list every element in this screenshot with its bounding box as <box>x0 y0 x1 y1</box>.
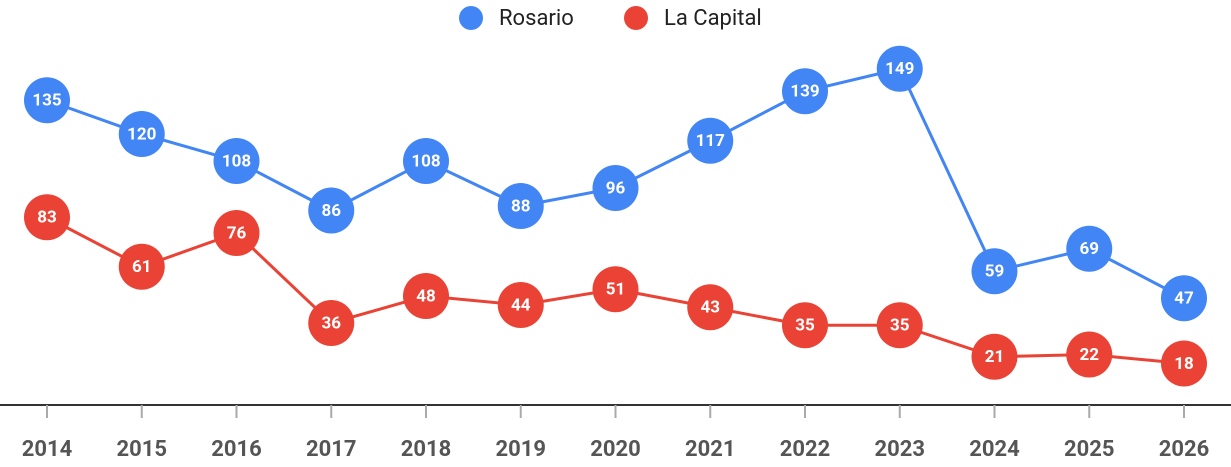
data-point <box>687 117 734 164</box>
legend-label: Rosario <box>499 6 574 31</box>
data-label: 120 <box>127 124 156 144</box>
x-tick-label: 2024 <box>969 437 1020 462</box>
x-tick-label: 2022 <box>780 437 831 462</box>
data-label: 135 <box>32 91 62 111</box>
data-point <box>592 165 639 211</box>
data-point <box>687 284 734 331</box>
data-label: 35 <box>890 316 910 336</box>
data-point <box>118 111 165 157</box>
data-label: 108 <box>411 151 440 171</box>
data-label: 51 <box>606 280 626 300</box>
data-label: 36 <box>321 313 341 333</box>
data-point <box>592 266 639 313</box>
data-label: 83 <box>37 208 57 228</box>
x-tick-label: 2023 <box>875 437 926 462</box>
x-tick-label: 2018 <box>401 437 452 462</box>
data-point <box>213 210 260 256</box>
data-point <box>782 68 828 115</box>
data-point <box>1161 340 1207 387</box>
data-label: 108 <box>222 151 251 171</box>
data-label: 18 <box>1174 354 1194 374</box>
data-point <box>1066 225 1113 272</box>
data-point <box>1161 275 1207 322</box>
data-label: 21 <box>985 347 1005 367</box>
data-label: 139 <box>790 82 819 102</box>
x-tick-label: 2021 <box>685 437 736 462</box>
data-point <box>118 243 165 290</box>
data-point <box>782 302 828 349</box>
data-label: 44 <box>511 295 531 315</box>
data-point <box>876 45 923 92</box>
data-point <box>497 183 544 229</box>
x-tick-label: 2015 <box>117 437 168 462</box>
data-point <box>876 302 923 349</box>
data-point <box>403 138 449 184</box>
data-label: 47 <box>1174 289 1194 309</box>
x-tick-label: 2020 <box>590 437 641 462</box>
data-point <box>403 273 449 319</box>
data-label: 117 <box>696 131 726 151</box>
data-label: 86 <box>321 201 341 221</box>
data-point <box>971 333 1018 380</box>
data-point <box>1066 331 1113 378</box>
x-tick-label: 2014 <box>22 437 73 462</box>
data-label: 59 <box>985 262 1005 282</box>
data-label: 35 <box>795 316 815 336</box>
legend-marker <box>624 6 648 30</box>
data-point <box>497 282 544 328</box>
data-label: 61 <box>132 257 152 277</box>
x-tick-label: 2026 <box>1159 437 1210 462</box>
data-label: 48 <box>416 286 436 306</box>
data-point <box>24 77 70 124</box>
data-point <box>24 194 70 241</box>
data-label: 69 <box>1079 239 1099 259</box>
x-tick-label: 2017 <box>306 437 357 462</box>
data-label: 149 <box>885 59 914 79</box>
x-tick-label: 2016 <box>211 437 262 462</box>
data-point <box>213 138 260 184</box>
data-label: 88 <box>511 196 531 216</box>
data-label: 22 <box>1079 345 1099 365</box>
data-label: 76 <box>227 223 247 243</box>
data-label: 43 <box>700 298 720 318</box>
data-point <box>308 187 355 234</box>
legend-label: La Capital <box>664 6 762 31</box>
x-tick-label: 2025 <box>1064 437 1115 462</box>
data-point <box>308 300 355 346</box>
legend-marker <box>459 6 483 30</box>
data-point <box>971 248 1018 295</box>
x-tick-label: 2019 <box>496 437 547 462</box>
data-label: 96 <box>606 178 626 198</box>
